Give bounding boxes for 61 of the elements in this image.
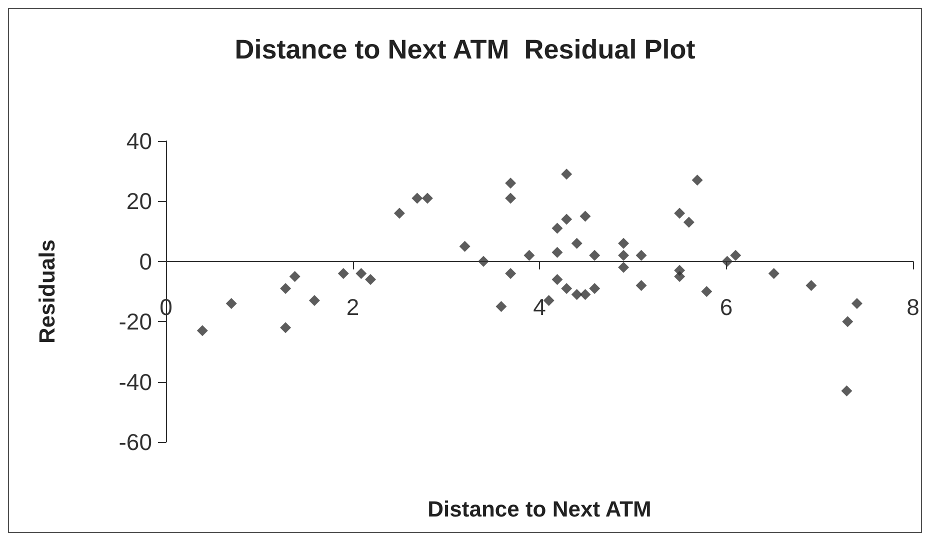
point [289,270,300,282]
point [730,250,742,261]
point [422,192,433,204]
point [618,238,630,249]
point [394,208,405,219]
point [580,210,591,222]
x-tick-label: 8 [906,294,920,320]
point [618,262,630,273]
point [636,280,647,291]
point [496,301,507,312]
point [674,270,686,282]
point [505,178,516,189]
point [552,274,563,285]
point [459,240,470,252]
point [280,282,292,294]
point [552,246,563,258]
point [478,256,489,267]
point [589,250,600,261]
point [364,274,376,285]
point [552,222,563,234]
point [338,268,349,279]
point [524,250,535,261]
point [571,238,582,249]
point [308,295,320,306]
point [841,385,852,396]
x-axis-title: Distance to Next ATM [428,496,652,522]
point [505,268,516,279]
point [683,216,694,228]
point [505,192,516,204]
point [842,316,854,328]
point [618,250,630,261]
chart-title: Distance to Next ATM Residual Plot [234,34,696,64]
y-tick-label: 20 [126,188,152,214]
point [851,298,862,310]
point [806,280,817,291]
y-axis-title: Residuals [34,240,60,344]
point [674,208,686,219]
point [561,214,572,225]
point [412,192,423,204]
point [561,168,572,180]
y-tick-label: 0 [139,248,152,274]
x-tick-label: 4 [533,294,546,320]
point [701,286,712,297]
point [561,282,572,294]
point [196,325,208,336]
point [356,268,367,279]
x-tick-label: 2 [346,294,360,320]
x-tick-label: 6 [720,294,733,320]
point [692,174,703,186]
y-tick-label: -60 [118,429,152,455]
point [589,282,600,294]
point [571,289,582,300]
point [722,256,733,267]
point [636,250,647,261]
point [226,298,237,310]
point [768,268,780,279]
y-tick-label: -40 [118,368,152,395]
y-tick-label: 40 [126,128,152,154]
y-tick-label: -20 [118,308,152,335]
point [580,289,591,300]
point [280,322,292,334]
